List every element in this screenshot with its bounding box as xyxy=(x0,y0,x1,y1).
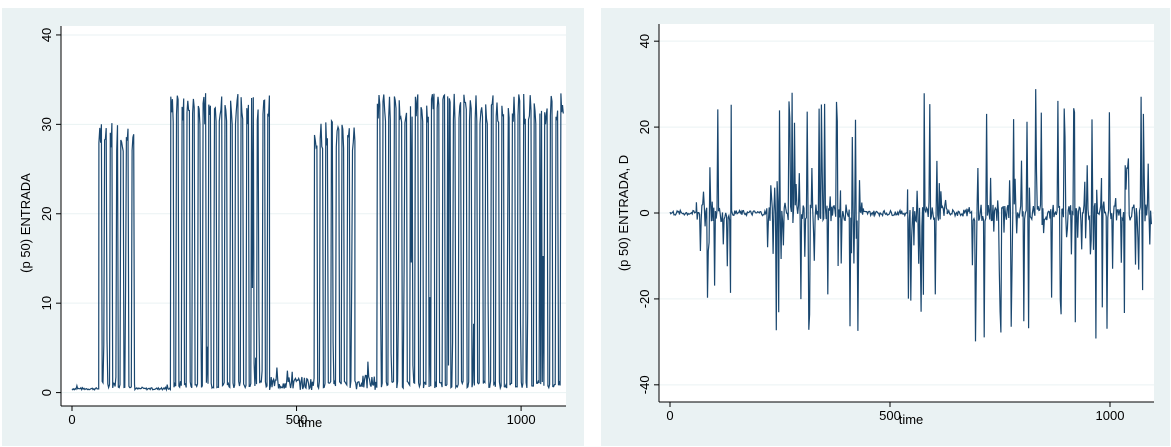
x-tick-label: 1000 xyxy=(1096,408,1125,423)
y-tick-label: 0 xyxy=(637,209,652,216)
x-tick-label: 1000 xyxy=(507,412,536,427)
y-tick-label: 40 xyxy=(39,28,54,42)
grid xyxy=(61,34,566,394)
series-path xyxy=(71,93,564,392)
chart-panel-left: 0 10 20 30 40 0 500 1000 (p 50) ENTRADA time xyxy=(2,8,584,446)
x-tick-label: 0 xyxy=(68,412,75,427)
x-axis-label: time xyxy=(298,415,323,430)
y-tick-label: 0 xyxy=(39,389,54,396)
y-tick-label: 20 xyxy=(637,120,652,134)
chart-left-svg: 0 10 20 30 40 0 500 1000 (p 50) ENTRADA time xyxy=(18,26,566,430)
series-line xyxy=(71,93,564,392)
y-tick-label: -20 xyxy=(637,290,652,309)
y-tick-label: 20 xyxy=(39,207,54,221)
x-tick-label: 0 xyxy=(666,408,673,423)
y-axis-label: (p 50) ENTRADA xyxy=(18,173,33,273)
y-tick-label: 30 xyxy=(39,117,54,131)
series-line xyxy=(669,89,1152,342)
plot-area xyxy=(61,26,566,406)
x-tick-label: 500 xyxy=(286,412,308,427)
x-tick-label: 500 xyxy=(879,408,901,423)
y-tick-label: 10 xyxy=(39,296,54,310)
axes: -40 -20 0 20 40 0 500 1000 xyxy=(637,24,1154,423)
axes: 0 10 20 30 40 0 500 1000 xyxy=(39,26,566,427)
x-axis-label: time xyxy=(899,412,924,427)
chart-panel-right: -40 -20 0 20 40 0 500 1000 (p 50) ENTRADA, D ti… xyxy=(601,8,1170,446)
y-axis-label: (p 50) ENTRADA, D xyxy=(616,155,631,271)
y-tick-label: 40 xyxy=(637,34,652,48)
y-tick-label: -40 xyxy=(637,375,652,394)
chart-right-svg: -40 -20 0 20 40 0 500 1000 (p 50) ENTRADA, D ti… xyxy=(616,24,1154,427)
series-path xyxy=(669,89,1152,342)
